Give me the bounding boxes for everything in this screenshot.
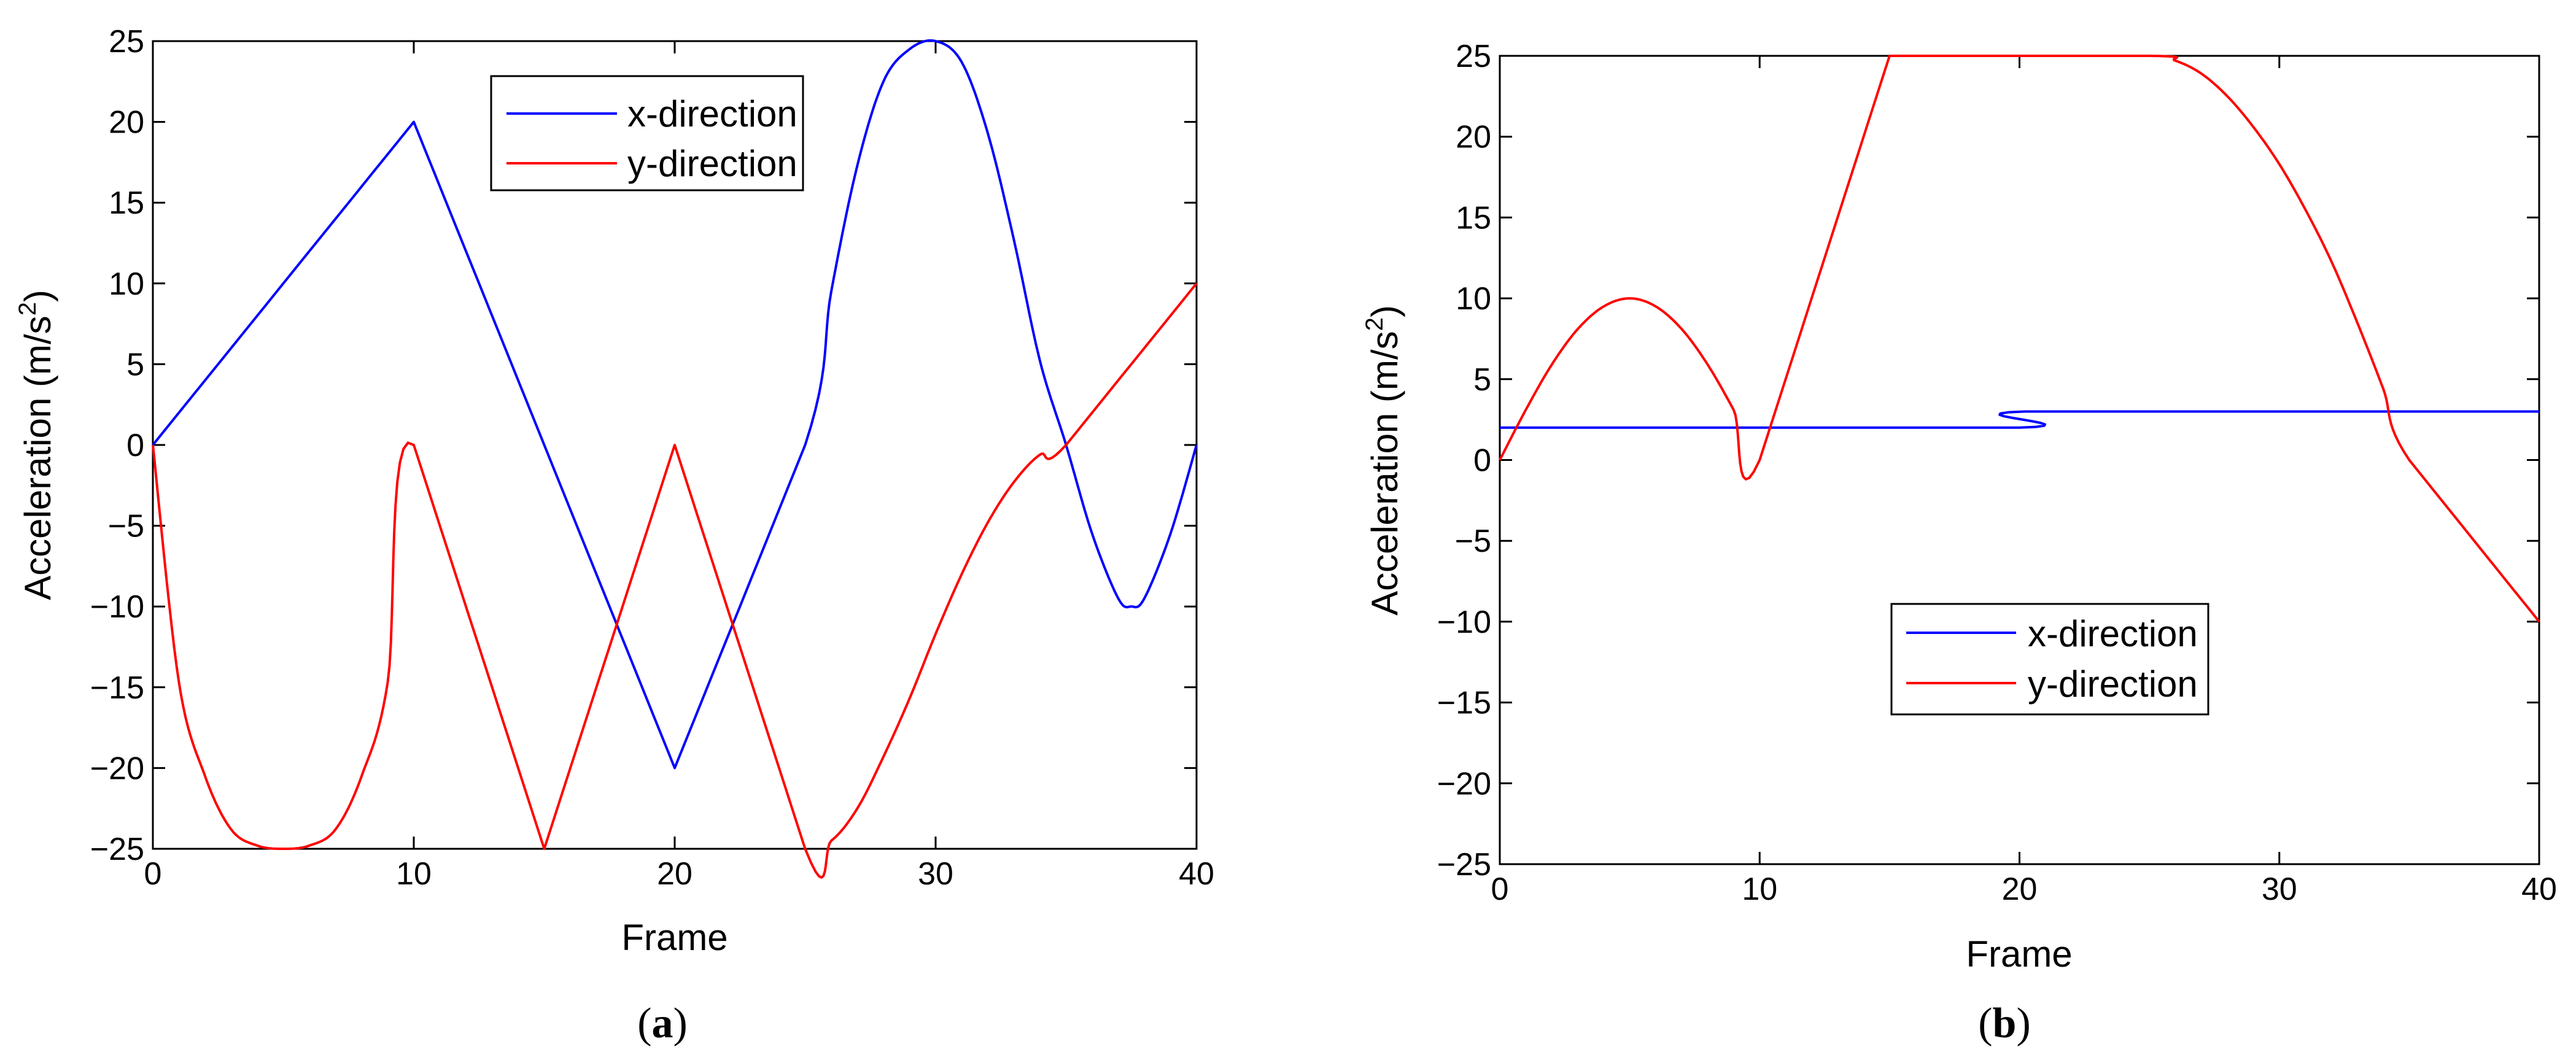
y-tick-label: −10	[90, 589, 144, 625]
y-tick-label: 25	[1456, 39, 1491, 74]
legend-label-x-direction: x-direction	[2028, 613, 2198, 654]
y-tick-label: −5	[1455, 524, 1491, 559]
legend-label-y-direction: y-direction	[2028, 663, 2198, 705]
series-line-x-direction	[1500, 410, 2539, 429]
panel-caption-a: (a)	[637, 1000, 688, 1047]
y-tick-label: 5	[1473, 362, 1491, 398]
y-tick-label: 25	[109, 24, 144, 60]
x-tick-label: 20	[657, 856, 692, 892]
legend-label-x-direction: x-direction	[627, 93, 797, 134]
y-tick-label: −20	[1437, 766, 1491, 802]
x-tick-label: 20	[2002, 872, 2038, 907]
plot-area-frame	[1499, 55, 2540, 865]
y-tick-label: −25	[90, 832, 144, 867]
x-tick-label: 10	[396, 856, 432, 892]
panel-caption-b: (b)	[1978, 1000, 2031, 1047]
series-line-x-direction	[152, 39, 1198, 770]
y-tick-label: −15	[90, 670, 144, 706]
y-tick-label: 20	[1456, 120, 1491, 155]
y-tick-label: 0	[126, 428, 144, 463]
y-tick-label: 10	[109, 266, 144, 302]
axis-ticks: 0 10 20 30 40 −25 −20 −15 −10 −5 0 5 10 15 20 25	[90, 24, 1214, 892]
legend-box	[490, 75, 804, 191]
y-tick-label: 10	[1456, 281, 1491, 317]
y-tick-label: 0	[1473, 443, 1491, 479]
x-tick-label: 40	[2521, 872, 2557, 907]
x-axis-label: Frame	[1966, 934, 2072, 975]
x-tick-label: 40	[1179, 856, 1214, 892]
y-tick-label: 5	[126, 347, 144, 382]
legend-label-y-direction: y-direction	[627, 143, 797, 184]
x-tick-label: 0	[144, 856, 162, 892]
y-tick-label: −10	[1437, 605, 1491, 640]
y-tick-label: 20	[109, 105, 144, 141]
y-tick-label: −15	[1437, 686, 1491, 721]
axis-ticks: 0 10 20 30 40 −25 −20 −15 −10 −5 0 5 10 15 20 25	[1437, 39, 2557, 907]
y-tick-label: −5	[108, 509, 144, 544]
x-tick-label: 0	[1491, 872, 1509, 907]
x-tick-label: 30	[918, 856, 953, 892]
legend: x-direction y-direction	[490, 75, 804, 191]
series-line-y-direction	[1499, 55, 2540, 623]
y-axis-label: Acceleration (m/s2)	[14, 290, 58, 600]
x-tick-label: 10	[1742, 872, 1777, 907]
series-line-y-direction	[152, 282, 1198, 879]
y-axis-label: Acceleration (m/s2)	[1361, 305, 1405, 616]
legend-box	[1890, 603, 2209, 716]
y-tick-label: 15	[1456, 200, 1491, 236]
y-tick-label: −25	[1437, 847, 1491, 883]
series-lines	[152, 39, 1198, 879]
legend: x-direction y-direction	[1890, 603, 2209, 716]
x-tick-label: 30	[2262, 872, 2297, 907]
y-tick-label: 15	[109, 185, 144, 221]
series-lines	[1499, 55, 2540, 623]
y-tick-label: −20	[90, 751, 144, 786]
x-axis-label: Frame	[621, 917, 727, 958]
